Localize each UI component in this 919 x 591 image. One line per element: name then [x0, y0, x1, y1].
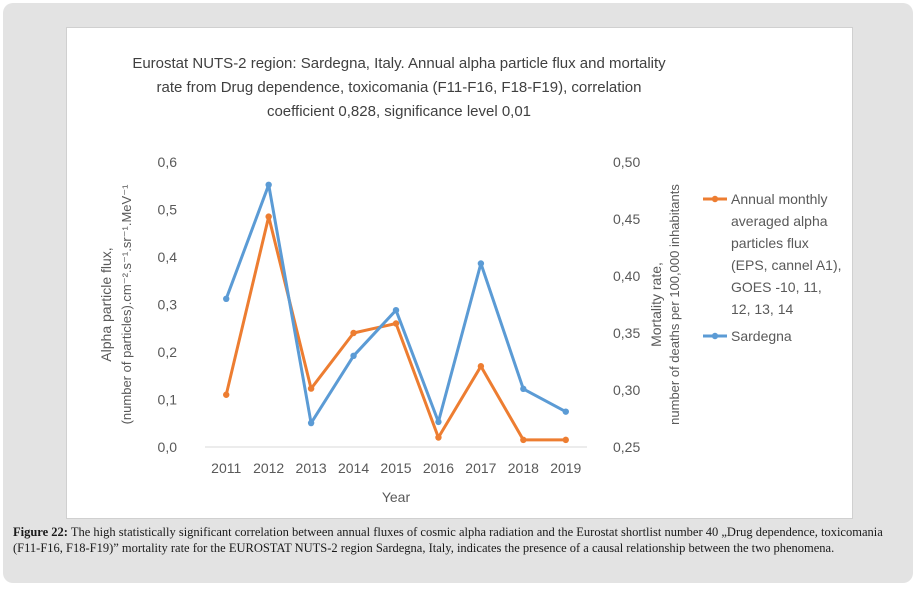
legend-entry-label: GOES -10, 11, [731, 279, 822, 295]
x-tick-label: 2018 [508, 460, 539, 476]
y-right-tick-label: 0,35 [613, 325, 640, 341]
y-right-tick-label: 0,40 [613, 268, 640, 284]
data-point-series-2 [520, 385, 527, 393]
x-tick-label: 2011 [211, 460, 241, 476]
data-point-series-1 [307, 385, 315, 392]
data-point-series-2 [265, 181, 272, 188]
data-point-series-2 [307, 419, 315, 427]
chart: Eurostat NUTS-2 region: Sardegna, Italy.… [98, 55, 842, 505]
y-right-axis-label: Mortality rate, [648, 262, 664, 347]
data-point-series-1 [435, 434, 442, 441]
legend-entry-label: averaged alpha [731, 213, 828, 229]
x-tick-label: 2013 [296, 460, 327, 476]
chart-title-line: Eurostat NUTS-2 region: Sardegna, Italy.… [132, 55, 666, 72]
data-point-series-2 [435, 418, 442, 426]
y-right-axis-label: number of deaths per 100,000 inhabitants [667, 184, 682, 425]
series-line-1 [224, 215, 568, 442]
data-point-series-2 [392, 307, 400, 314]
y-left-tick-label: 0,6 [158, 154, 178, 170]
y-right-tick-label: 0,50 [613, 154, 640, 170]
figure-frame: Eurostat NUTS-2 region: Sardegna, Italy.… [3, 3, 913, 583]
data-point-series-1 [562, 436, 569, 444]
figure-caption: Figure 22: The high statistically signif… [13, 524, 908, 556]
y-right-tick-label: 0,30 [613, 382, 640, 398]
caption-text: The high statistically significant corre… [13, 525, 883, 555]
chart-title-line: rate from Drug dependence, toxicomania (… [157, 79, 642, 96]
legend-swatch-marker [711, 332, 719, 340]
data-point-series-1 [477, 363, 485, 370]
series-line-2 [224, 183, 568, 425]
chart-panel: Eurostat NUTS-2 region: Sardegna, Italy.… [66, 27, 853, 519]
y-right-tick-label: 0,45 [613, 211, 640, 227]
data-point-series-2 [477, 260, 485, 267]
data-point-series-1 [223, 391, 230, 398]
y-left-tick-label: 0,4 [158, 249, 178, 265]
data-point-series-2 [223, 295, 230, 302]
y-left-tick-label: 0,2 [158, 344, 178, 360]
data-point-series-2 [562, 408, 569, 415]
data-point-series-2 [350, 352, 357, 359]
legend-entry-label: Sardegna [731, 328, 792, 344]
y-left-axis-label: (number of particles).cm⁻².s⁻¹.sr⁻¹.MeV⁻… [119, 184, 134, 424]
legend-entry-label: (EPS, cannel A1), [731, 257, 842, 273]
y-left-tick-label: 0,3 [158, 297, 178, 313]
y-right-tick-label: 0,25 [613, 439, 640, 455]
x-tick-label: 2016 [423, 460, 454, 476]
x-tick-label: 2012 [253, 460, 284, 476]
caption-label: Figure 22: [13, 525, 68, 539]
data-point-series-1 [265, 213, 272, 220]
x-tick-label: 2017 [465, 460, 496, 476]
legend-entry-label: particles flux [731, 235, 809, 251]
x-tick-label: 2015 [380, 460, 411, 476]
x-tick-label: 2019 [550, 460, 581, 476]
y-left-tick-label: 0,1 [158, 392, 178, 408]
x-axis-label: Year [382, 489, 411, 505]
data-point-series-1 [350, 329, 357, 337]
y-left-tick-label: 0,5 [158, 202, 178, 218]
y-left-tick-label: 0,0 [158, 439, 178, 455]
chart-title-line: coefficient 0,828, significance level 0,… [267, 103, 531, 120]
legend-entry-label: Annual monthly [731, 191, 828, 207]
y-left-axis-label: Alpha particle flux, [98, 247, 114, 361]
data-point-series-1 [392, 320, 400, 327]
legend-swatch-marker [711, 195, 719, 203]
x-tick-label: 2014 [338, 460, 369, 476]
data-point-series-1 [520, 436, 527, 444]
legend-entry-label: 12, 13, 14 [731, 301, 793, 317]
